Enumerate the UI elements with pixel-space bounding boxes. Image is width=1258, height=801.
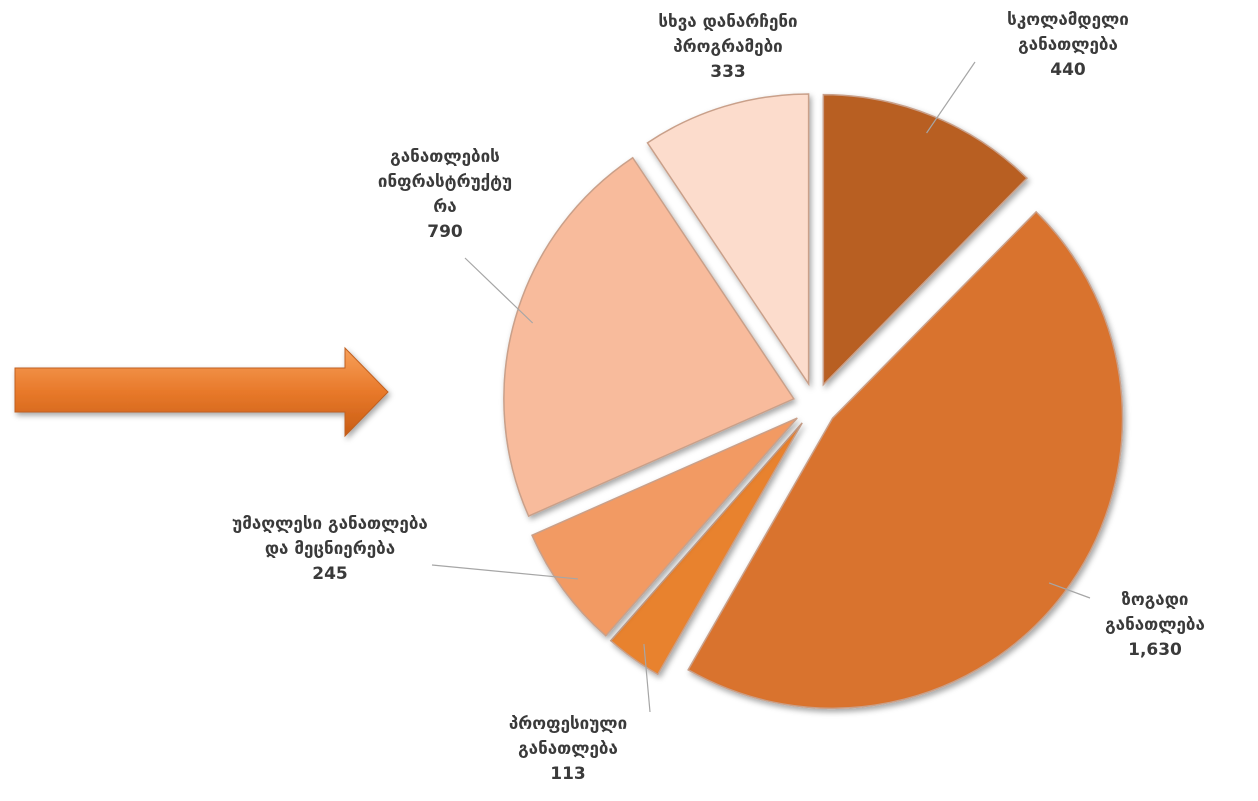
leader-line — [643, 644, 651, 713]
category-label: უმაღლესი განათლება და მეცნიერება — [232, 514, 428, 559]
data-label: ზოგადი განათლება 1,630 — [1080, 588, 1230, 663]
value-label: 113 — [550, 764, 586, 784]
value-label: 790 — [427, 222, 463, 242]
leader-line — [926, 61, 976, 134]
data-label: სკოლამდელი განათლება 440 — [978, 8, 1158, 83]
leader-line — [1048, 582, 1091, 599]
pie-slice — [609, 422, 803, 676]
data-label: უმაღლესი განათლება და მეცნიერება 245 — [230, 512, 430, 587]
category-label: სკოლამდელი განათლება — [1007, 10, 1129, 55]
leader-line — [431, 564, 579, 580]
value-label: 440 — [1050, 60, 1086, 80]
pie-slice — [503, 156, 795, 518]
category-label: ზოგადი განათლება — [1105, 590, 1205, 635]
category-label: განათლების ინფრასტრუქტურა — [377, 147, 513, 217]
value-label: 333 — [710, 62, 746, 82]
data-label: პროფესიული განათლება 113 — [468, 712, 668, 787]
data-label: განათლების ინფრასტრუქტურა 790 — [375, 145, 515, 245]
pie-slice — [531, 417, 798, 637]
value-label: 1,630 — [1128, 640, 1182, 660]
category-label: სხვა დანარჩენი პროგრამები — [658, 12, 798, 57]
value-label: 245 — [312, 564, 348, 584]
arrow — [14, 346, 389, 438]
pie-slice — [822, 93, 1029, 387]
pie-slice — [646, 93, 810, 387]
leader-line — [464, 257, 534, 324]
category-label: პროფესიული განათლება — [508, 714, 628, 759]
pie-slice — [687, 210, 1124, 710]
data-label: სხვა დანარჩენი პროგრამები 333 — [653, 10, 803, 85]
